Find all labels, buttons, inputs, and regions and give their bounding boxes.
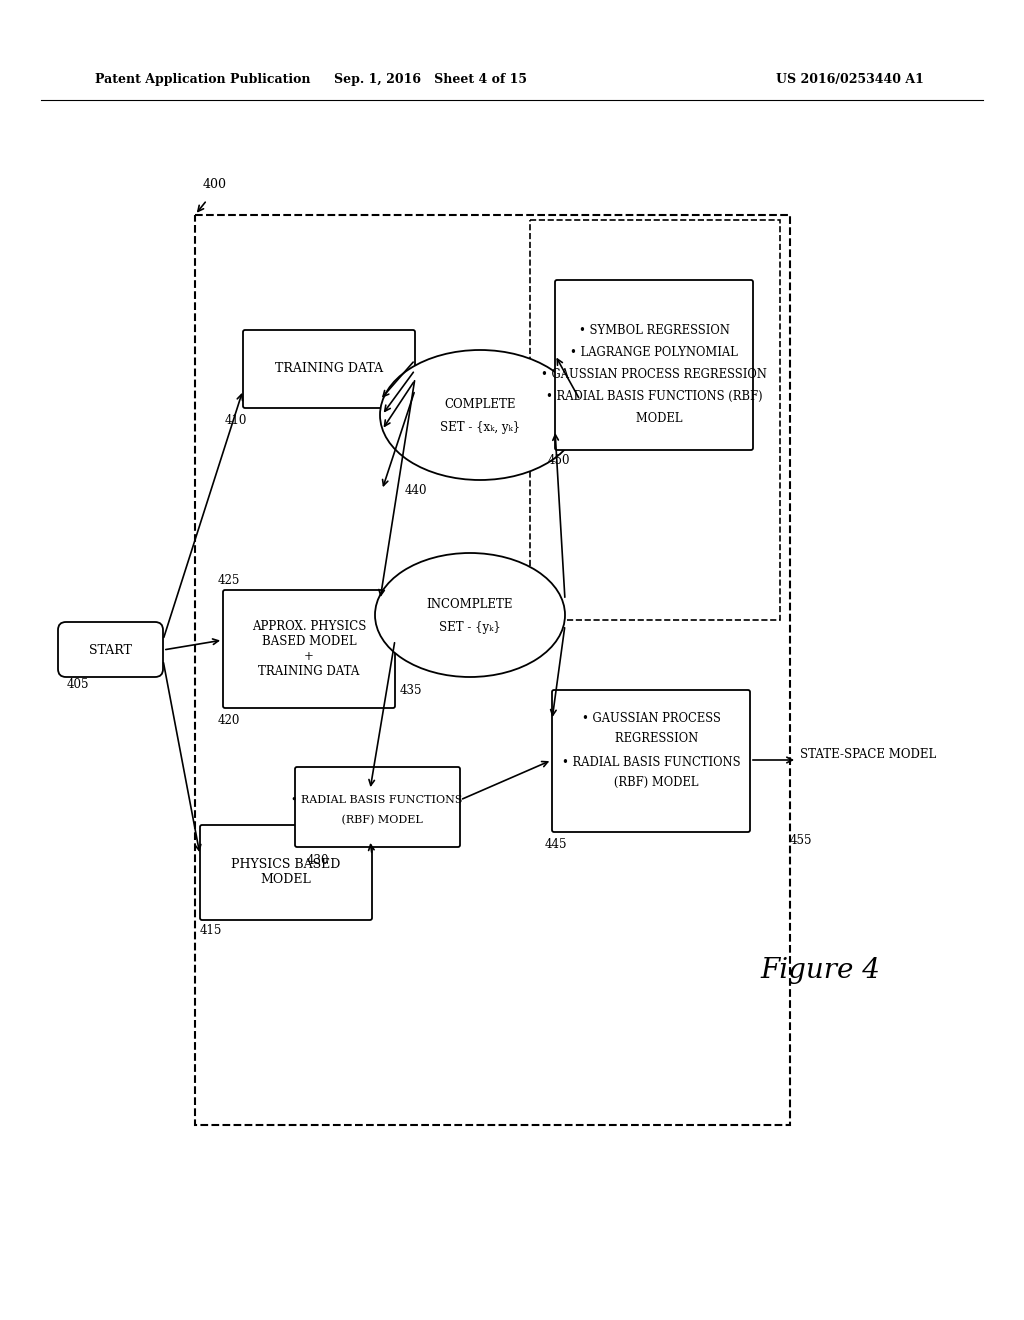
Text: PHYSICS BASED
MODEL: PHYSICS BASED MODEL xyxy=(231,858,341,886)
Text: 450: 450 xyxy=(548,454,570,466)
Text: MODEL: MODEL xyxy=(626,412,683,425)
Bar xyxy=(195,215,790,1125)
Text: 455: 455 xyxy=(790,833,812,846)
Bar xyxy=(530,220,780,620)
Text: TRAINING DATA: TRAINING DATA xyxy=(274,363,383,375)
FancyBboxPatch shape xyxy=(200,825,372,920)
Text: 440: 440 xyxy=(406,483,427,496)
Text: REGRESSION: REGRESSION xyxy=(604,731,698,744)
Text: 405: 405 xyxy=(67,678,89,692)
Text: 425: 425 xyxy=(218,573,241,586)
Text: • GAUSSIAN PROCESS: • GAUSSIAN PROCESS xyxy=(582,711,721,725)
Text: • RADIAL BASIS FUNCTIONS: • RADIAL BASIS FUNCTIONS xyxy=(291,795,463,805)
Text: 415: 415 xyxy=(200,924,222,936)
Text: • RADIAL BASIS FUNCTIONS (RBF): • RADIAL BASIS FUNCTIONS (RBF) xyxy=(546,389,762,403)
FancyBboxPatch shape xyxy=(555,280,753,450)
Text: 400: 400 xyxy=(203,178,227,191)
Text: • SYMBOL REGRESSION: • SYMBOL REGRESSION xyxy=(579,323,729,337)
Text: (RBF) MODEL: (RBF) MODEL xyxy=(603,776,698,788)
Ellipse shape xyxy=(375,553,565,677)
Text: 430: 430 xyxy=(307,854,330,866)
FancyBboxPatch shape xyxy=(58,622,163,677)
Text: Patent Application Publication: Patent Application Publication xyxy=(95,74,310,87)
FancyBboxPatch shape xyxy=(223,590,395,708)
Text: • LAGRANGE POLYNOMIAL: • LAGRANGE POLYNOMIAL xyxy=(570,346,738,359)
Text: START: START xyxy=(88,644,131,656)
Text: COMPLETE: COMPLETE xyxy=(444,399,516,412)
Text: • GAUSSIAN PROCESS REGRESSION: • GAUSSIAN PROCESS REGRESSION xyxy=(541,367,767,380)
Text: 435: 435 xyxy=(400,684,423,697)
Text: 410: 410 xyxy=(225,413,248,426)
Text: 445: 445 xyxy=(545,838,567,851)
Text: 420: 420 xyxy=(218,714,241,726)
FancyBboxPatch shape xyxy=(295,767,460,847)
Text: STATE-SPACE MODEL: STATE-SPACE MODEL xyxy=(800,748,936,762)
Text: SET - {yₖ}: SET - {yₖ} xyxy=(439,620,501,634)
Text: SET - {xₖ, yₖ}: SET - {xₖ, yₖ} xyxy=(440,421,520,433)
Ellipse shape xyxy=(380,350,580,480)
Text: Figure 4: Figure 4 xyxy=(760,957,880,983)
FancyBboxPatch shape xyxy=(552,690,750,832)
Text: • RADIAL BASIS FUNCTIONS: • RADIAL BASIS FUNCTIONS xyxy=(562,755,740,768)
Text: Sep. 1, 2016   Sheet 4 of 15: Sep. 1, 2016 Sheet 4 of 15 xyxy=(334,74,526,87)
Text: APPROX. PHYSICS
BASED MODEL
+
TRAINING DATA: APPROX. PHYSICS BASED MODEL + TRAINING D… xyxy=(252,620,367,678)
Text: INCOMPLETE: INCOMPLETE xyxy=(427,598,513,611)
FancyBboxPatch shape xyxy=(243,330,415,408)
Text: US 2016/0253440 A1: US 2016/0253440 A1 xyxy=(776,74,924,87)
Text: (RBF) MODEL: (RBF) MODEL xyxy=(331,814,423,825)
